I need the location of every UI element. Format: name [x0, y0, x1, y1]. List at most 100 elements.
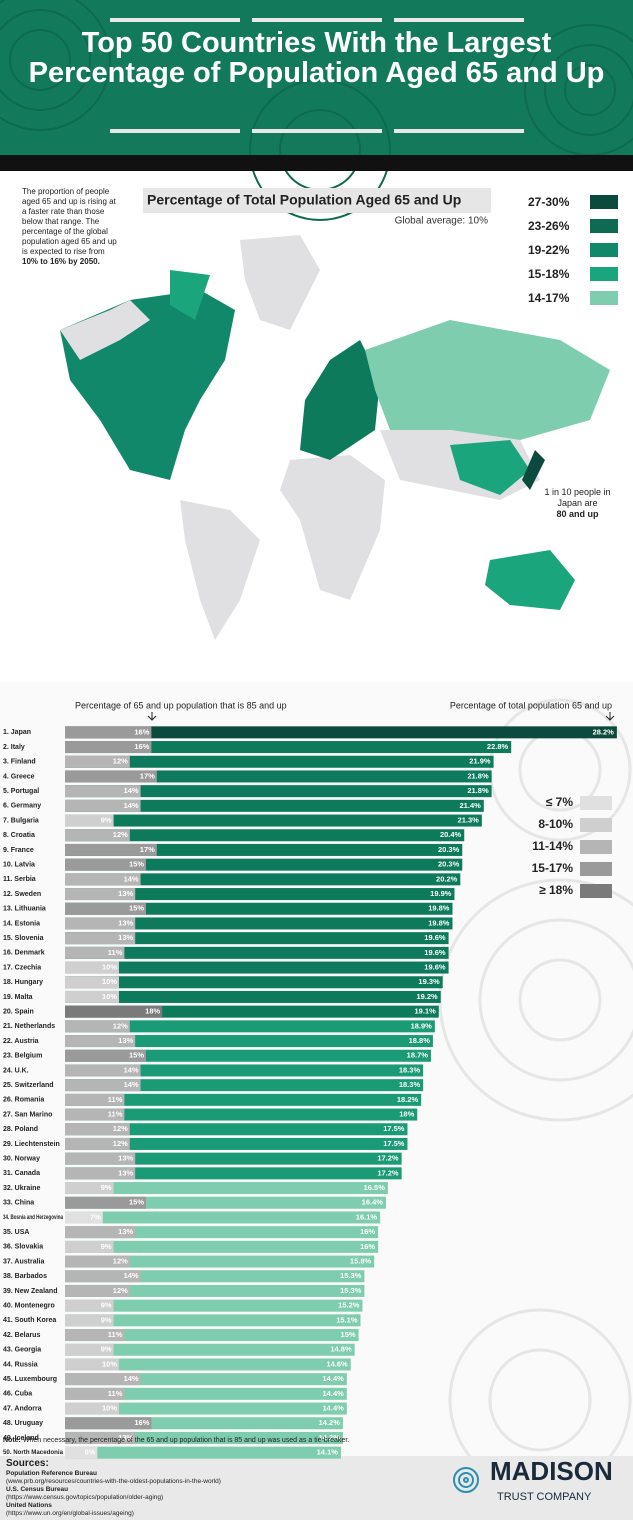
oldest-bar — [65, 843, 157, 856]
oldest-value-label: 17% — [140, 845, 155, 854]
oldest-bar — [65, 932, 136, 945]
total-bar — [65, 1314, 361, 1327]
oldest-bar — [65, 785, 141, 798]
category-label: 5. Portugal — [3, 788, 39, 795]
total-value-label: 15.8% — [350, 1257, 372, 1266]
oldest-value-label: 9% — [101, 1183, 112, 1192]
map-legend-item: 27-30% — [528, 190, 618, 214]
total-value-label: 19.9% — [430, 889, 452, 898]
category-label: 32. Ukraine — [3, 1185, 40, 1192]
category-label: 26. Romania — [3, 1097, 44, 1104]
total-bar — [65, 1284, 365, 1297]
oldest-bar — [65, 873, 141, 886]
annotation-text: 1 in 10 people in Japan are — [544, 487, 611, 508]
oldest-value-label: 16% — [134, 1418, 149, 1427]
oldest-value-label: 10% — [102, 977, 117, 986]
oldest-value-label: 7% — [90, 1212, 101, 1221]
oldest-value-label: 12% — [113, 1021, 128, 1030]
oldest-bar — [65, 1079, 141, 1092]
left-label: Percentage of 65 and up population that … — [75, 700, 287, 710]
oldest-bar — [65, 1329, 125, 1342]
category-label: 39. New Zealand — [3, 1288, 57, 1295]
oldest-value-label: 12% — [113, 1286, 128, 1295]
map-legend: 27-30% 23-26% 19-22% 15-18% 14-17% — [528, 190, 618, 310]
oldest-bar — [65, 1182, 114, 1195]
total-value-label: 18.8% — [409, 1036, 431, 1045]
total-bar — [65, 1240, 379, 1253]
oldest-value-label: 11% — [108, 1330, 123, 1339]
annotation: 1 in 10 people in Japan are 80 and up — [540, 487, 615, 520]
europe — [300, 340, 380, 460]
map-title: Percentage of Total Population Aged 65 a… — [147, 192, 461, 208]
oldest-bar — [65, 1064, 141, 1077]
oldest-bar — [65, 961, 119, 974]
total-bar — [65, 1358, 351, 1371]
total-value-label: 17.2% — [377, 1154, 399, 1163]
total-bar — [65, 1343, 355, 1356]
total-value-label: 14.8% — [330, 1345, 352, 1354]
total-value-label: 14.2% — [319, 1418, 341, 1427]
oldest-value-label: 14% — [124, 786, 139, 795]
oldest-bar — [65, 1373, 141, 1386]
oldest-bar — [65, 1358, 119, 1371]
category-label: 10. Latvia — [3, 861, 35, 868]
oldest-value-label: 13% — [118, 1433, 133, 1442]
category-label: 29. Liechtenstein — [3, 1141, 60, 1148]
category-label: 45. Luxembourg — [3, 1376, 57, 1383]
divider — [0, 155, 633, 171]
category-label: 21. Netherlands — [3, 1023, 55, 1030]
oldest-value-label: 13% — [118, 1154, 133, 1163]
oldest-value-label: 9% — [101, 1315, 112, 1324]
total-value-label: 19.8% — [428, 904, 450, 913]
category-label: 18. Hungary — [3, 979, 43, 986]
total-value-label: 28.2% — [593, 727, 615, 736]
category-label: 50. North Macedonia — [3, 1450, 64, 1456]
map-legend-item: 19-22% — [528, 238, 618, 262]
world-map — [60, 235, 610, 640]
total-value-label: 18.7% — [407, 1051, 429, 1060]
south-america — [180, 500, 260, 640]
total-bar — [65, 1211, 381, 1224]
category-label: 20. Spain — [3, 1008, 34, 1015]
category-label: 3. Finland — [3, 759, 36, 766]
total-value-label: 16.5% — [364, 1183, 386, 1192]
total-bar — [65, 814, 482, 827]
oldest-value-label: 17% — [140, 771, 155, 780]
category-label: 40. Montenegro — [3, 1302, 55, 1309]
total-bar — [65, 1093, 422, 1106]
total-value-label: 17.2% — [377, 1168, 399, 1177]
oldest-bar — [65, 1314, 114, 1327]
total-bar — [65, 829, 465, 842]
oldest-value-label: 12% — [113, 1124, 128, 1133]
category-label: 1. Japan — [3, 729, 31, 736]
category-label: 47. Andorra — [3, 1405, 42, 1412]
total-value-label: 21.8% — [467, 771, 489, 780]
total-value-label: 14.4% — [323, 1389, 345, 1398]
total-bar — [65, 755, 494, 768]
total-value-label: 14.6% — [326, 1359, 348, 1368]
oldest-value-label: 13% — [118, 889, 133, 898]
category-label: 22. Austria — [3, 1038, 39, 1045]
category-label: 7. Bulgaria — [3, 817, 39, 824]
total-bar — [65, 741, 512, 754]
oldest-value-label: 13% — [118, 1168, 133, 1177]
oldest-bar — [65, 1226, 136, 1239]
australia — [485, 550, 575, 610]
category-label: 17. Czechia — [3, 964, 41, 971]
oldest-bar — [65, 946, 125, 959]
africa — [280, 455, 385, 600]
oldest-bar — [65, 1270, 141, 1283]
oldest-bar — [65, 888, 136, 901]
total-value-label: 20.2% — [436, 874, 458, 883]
oldest-bar — [65, 1108, 125, 1121]
total-value-label: 19.8% — [428, 918, 450, 927]
note: Note: When necessary, the percentage of … — [3, 1437, 349, 1444]
total-value-label: 15% — [341, 1330, 356, 1339]
oldest-value-label: 14% — [124, 874, 139, 883]
total-bar — [65, 902, 453, 915]
source-name: United Nations — [6, 1502, 52, 1509]
map-subtitle: Global average: 10% — [395, 216, 489, 227]
oldest-bar — [65, 1299, 114, 1312]
oldest-bar — [65, 1446, 98, 1459]
